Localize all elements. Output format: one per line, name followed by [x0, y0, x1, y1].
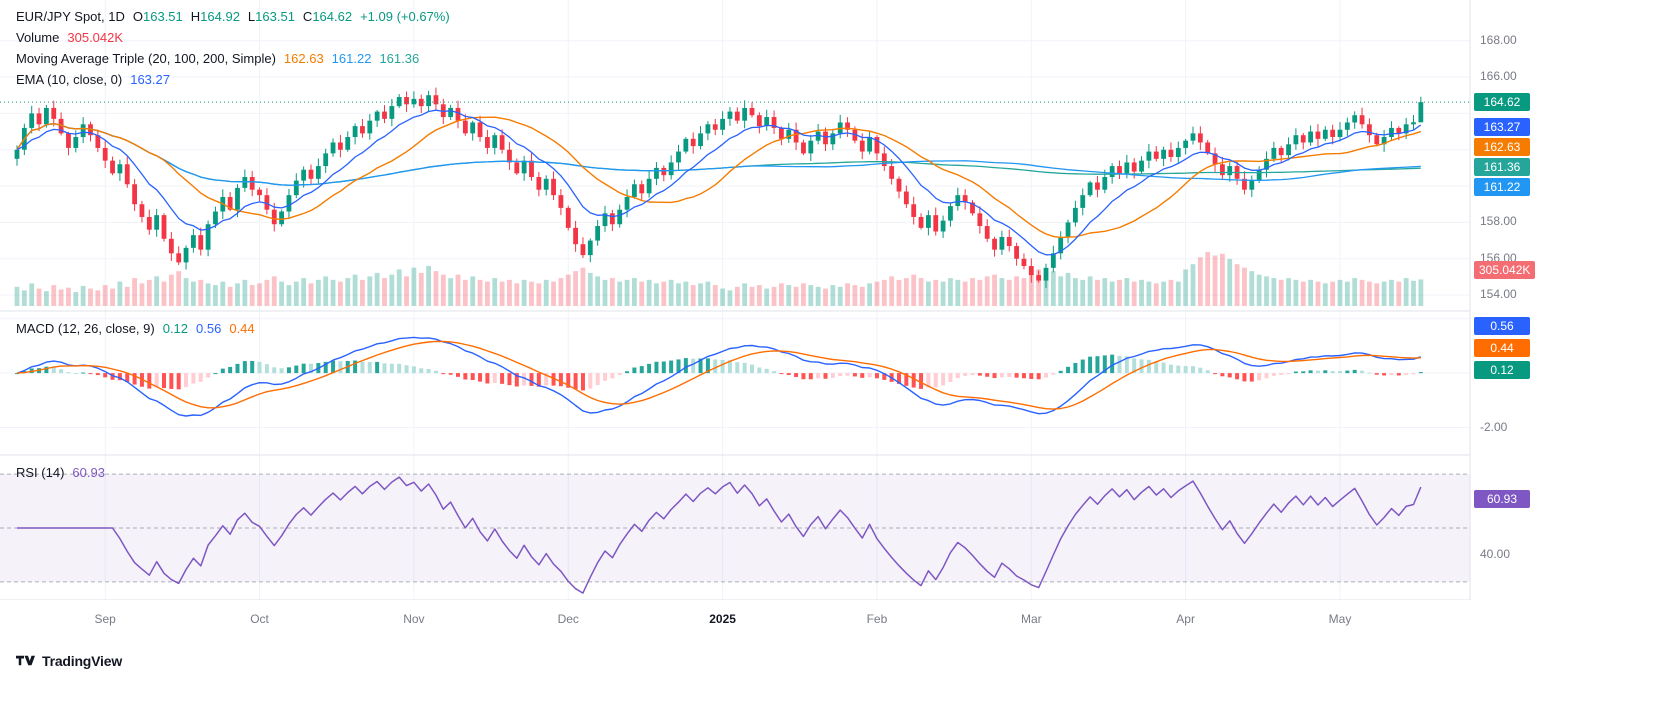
time-axis-label: May — [1328, 612, 1352, 626]
time-axis-label: 2025 — [709, 612, 736, 626]
sma200-value: 161.36 — [379, 51, 420, 66]
macd-hist-value: 0.12 — [162, 321, 189, 336]
volume-value: 305.042K — [67, 30, 124, 45]
ema10-line — [16, 109, 1422, 256]
ohlc-open: O 163.51 — [132, 9, 183, 24]
ema-value: 163.27 — [130, 72, 170, 87]
macd-signal-line — [16, 340, 1421, 410]
macd-legend-row[interactable]: MACD (12, 26, close, 9) 0.12 0.56 0.44 — [16, 318, 255, 339]
macd-pane-legend: MACD (12, 26, close, 9) 0.12 0.56 0.44 — [16, 318, 255, 339]
rsi-label: RSI (14) — [16, 465, 65, 480]
ma-triple-label: Moving Average Triple (20, 100, 200, Sim… — [16, 51, 276, 66]
macd-line-value: 0.56 — [196, 321, 222, 336]
macd-label: MACD (12, 26, close, 9) — [16, 321, 155, 336]
volume-label: Volume — [16, 30, 60, 45]
candles-layer — [14, 87, 1424, 288]
price-axis[interactable]: 168.00 166.00 158.00 156.00 154.00 -2.00 40.00… — [1471, 0, 1656, 600]
footer: TradingView — [0, 640, 1656, 718]
axis-tick-label: 40.00 — [1480, 546, 1511, 561]
time-axis[interactable]: Sep Oct Nov Dec 2025 Feb Mar Apr May — [0, 600, 1656, 640]
main-pane-legend: EUR/JPY Spot, 1D O 163.51 H 164.92 L 163.51… — [16, 6, 450, 90]
axis-tick-label: 168.00 — [1480, 32, 1517, 47]
last-price-badge: 164.62 — [1474, 93, 1530, 112]
ema-label: EMA (10, close, 0) — [16, 72, 123, 87]
symbol-legend-row[interactable]: EUR/JPY Spot, 1D O 163.51 H 164.92 L 163.51… — [16, 6, 450, 27]
ma-triple-legend-row[interactable]: Moving Average Triple (20, 100, 200, Sim… — [16, 48, 450, 69]
sma100-line — [16, 123, 1421, 186]
axis-tick-label: 158.00 — [1480, 214, 1517, 229]
time-axis-label: Apr — [1176, 612, 1195, 626]
ohlc-low: L 163.51 — [247, 9, 295, 24]
axis-tick-label: -2.00 — [1480, 419, 1508, 434]
volume-badge: 305.042K — [1474, 261, 1536, 279]
time-axis-label: Nov — [403, 612, 425, 626]
rsi-value: 60.93 — [72, 465, 105, 480]
rsi-badge: 60.93 — [1474, 489, 1530, 508]
sma20-badge: 162.63 — [1474, 137, 1530, 156]
macd-signal-value: 0.44 — [229, 321, 255, 336]
grid-layer — [0, 0, 1470, 600]
time-axis-label: Sep — [94, 612, 116, 626]
rsi-line — [17, 476, 1422, 594]
axis-tick-label: 154.00 — [1480, 287, 1517, 302]
time-axis-label: Dec — [557, 612, 579, 626]
macd-line-badge: 0.56 — [1474, 317, 1530, 335]
volume-legend-row[interactable]: Volume 305.042K — [16, 27, 450, 48]
rsi-pane-legend: RSI (14) 60.93 — [16, 462, 105, 483]
time-axis-label: Feb — [866, 612, 888, 626]
time-axis-label: Oct — [250, 612, 269, 626]
sma100-badge: 161.22 — [1474, 177, 1530, 196]
macd-line — [16, 336, 1422, 417]
time-axis-label: Mar — [1020, 612, 1042, 626]
volume-layer — [14, 252, 1424, 306]
change-value: +1.09 (+0.67%) — [360, 9, 450, 24]
brand-name: TradingView — [42, 653, 123, 669]
tradingview-logo[interactable] — [16, 653, 35, 668]
axis-tick-label: 166.00 — [1480, 69, 1517, 84]
sma200-badge: 161.36 — [1474, 157, 1530, 176]
sma200-line — [16, 123, 1421, 186]
rsi-legend-row[interactable]: RSI (14) 60.93 — [16, 462, 105, 483]
ema-legend-row[interactable]: EMA (10, close, 0) 163.27 — [16, 69, 450, 90]
ema10-badge: 163.27 — [1474, 117, 1530, 136]
macd-signal-badge: 0.44 — [1474, 339, 1530, 357]
ohlc-close: C 164.62 — [302, 9, 353, 24]
macd-histogram — [15, 354, 1423, 391]
macd-hist-badge: 0.12 — [1474, 361, 1530, 379]
sma100-value: 161.22 — [331, 51, 372, 66]
symbol-title: EUR/JPY Spot, 1D — [16, 9, 125, 24]
ohlc-high: H 164.92 — [190, 9, 240, 24]
sma20-line — [16, 116, 1422, 239]
sma20-value: 162.63 — [283, 51, 324, 66]
